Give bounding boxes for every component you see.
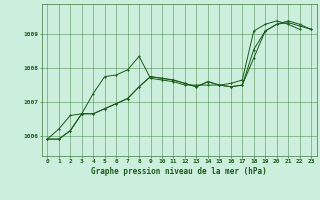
- X-axis label: Graphe pression niveau de la mer (hPa): Graphe pression niveau de la mer (hPa): [91, 167, 267, 176]
